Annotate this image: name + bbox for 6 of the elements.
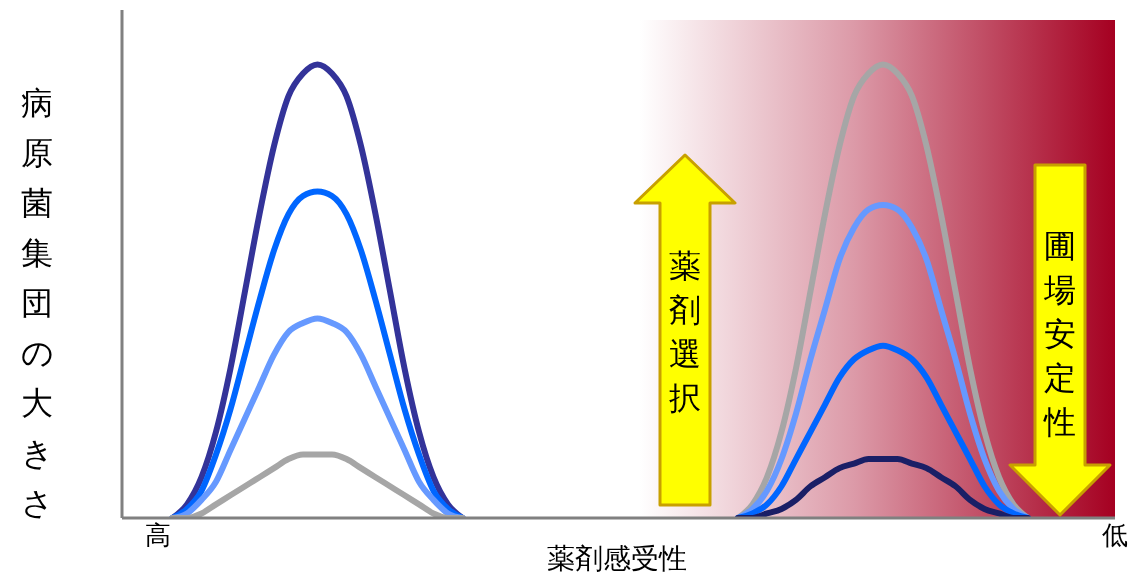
text: 病原菌集団の大きさ — [20, 84, 54, 522]
x-tick-label: 高 — [145, 520, 171, 551]
x-tick-label: 低 — [1102, 520, 1128, 551]
annotation: 薬剤選択 — [668, 246, 702, 419]
annotation: 圃場安定性 — [1042, 226, 1077, 443]
x-axis-title: 薬剤感受性 — [546, 541, 688, 574]
